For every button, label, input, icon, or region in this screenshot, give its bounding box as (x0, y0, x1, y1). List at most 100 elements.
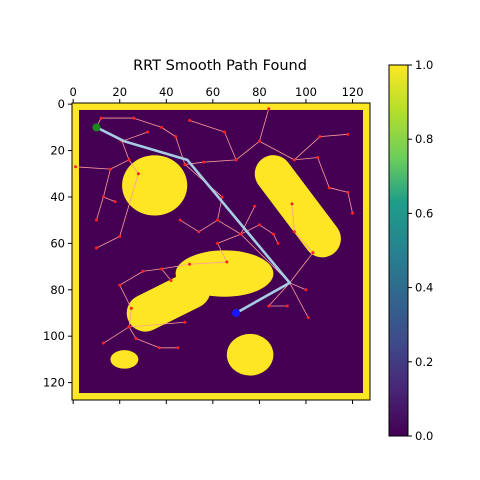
colorbar-tick-label-0.2: 0.2 (415, 355, 433, 369)
tree-edge-13 (189, 120, 225, 133)
tree-edge-54 (103, 169, 111, 198)
tree-node-8 (127, 158, 131, 162)
tree-node-37 (169, 279, 173, 283)
tree-node-52 (290, 202, 294, 206)
tree-edge-10 (184, 161, 204, 165)
tree-edge-33 (189, 261, 227, 265)
tree-edge-27 (217, 219, 241, 235)
y-tick-label-20: 20 (50, 144, 65, 158)
x-tick-label-100: 100 (295, 85, 317, 99)
colorbar-tick-label-1.0: 1.0 (415, 58, 433, 72)
x-axis: 0 20 40 60 80 100 120 (70, 85, 364, 404)
x-tick-label-40: 40 (159, 85, 174, 99)
y-axis: 0 20 40 60 80 100 120 (43, 97, 72, 390)
obstacles (110, 155, 341, 376)
tree-node-48 (304, 288, 308, 292)
x-tick-label-0: 0 (70, 85, 77, 99)
tree-node-58 (118, 234, 122, 238)
tree-node-54 (73, 165, 77, 169)
tree-node-45 (183, 320, 187, 324)
y-tick-label-40: 40 (50, 190, 65, 204)
start-goal-markers (92, 123, 241, 317)
border-bottom (72, 393, 370, 400)
tree-edge-28 (240, 224, 260, 235)
tree-edge-39 (128, 308, 132, 327)
tree-node-59 (113, 200, 117, 204)
tree-node-56 (94, 218, 98, 222)
tree-node-33 (225, 260, 229, 264)
tree-edge-40 (103, 326, 130, 344)
tree-node-27 (178, 218, 182, 222)
tree-node-18 (318, 135, 322, 139)
tree-edge-12 (224, 131, 237, 161)
tree-node-31 (239, 232, 243, 236)
tree-edge-44 (129, 321, 185, 328)
border-top (72, 103, 370, 110)
tree-edge-30 (240, 206, 256, 235)
tree-edge-17 (294, 136, 321, 161)
tree-edge-34 (161, 263, 190, 270)
tree-edge-32 (217, 243, 228, 263)
tree-node-2 (146, 130, 150, 134)
goal-marker (232, 308, 241, 317)
tree-edge-52 (273, 233, 279, 244)
tree-node-20 (346, 190, 350, 194)
tree-edge-57 (96, 236, 120, 249)
tree-node-53 (276, 241, 280, 245)
tree-node-14 (202, 160, 206, 164)
tree-node-30 (253, 204, 257, 208)
tree-node-28 (271, 232, 275, 236)
tree-node-57 (94, 246, 98, 250)
colorbar-ticks: 0.0 0.2 0.4 0.6 0.8 1.0 (408, 58, 433, 443)
map-plot (72, 103, 370, 400)
tree-node-41 (101, 341, 105, 345)
tree-edge-56 (103, 196, 116, 202)
tree-node-36 (141, 269, 145, 273)
tree-edge-20 (317, 157, 330, 188)
tree-node-26 (197, 230, 201, 234)
tree-edge-5 (161, 127, 176, 137)
map-border (72, 103, 370, 400)
tree-edge-29 (259, 224, 274, 235)
tree-node-16 (267, 107, 271, 111)
tree-edge-47 (289, 282, 307, 291)
tree-node-22 (316, 156, 320, 160)
tree-edge-15 (259, 108, 270, 142)
tree-node-13 (234, 158, 238, 162)
tree-edge-36 (161, 268, 172, 281)
tree-node-35 (160, 267, 164, 271)
tree-edge-49 (289, 252, 314, 284)
tree-edge-45 (268, 282, 290, 307)
tree-node-44 (176, 346, 180, 350)
tree-edge-7 (121, 141, 130, 160)
colorbar-tick-label-0.0: 0.0 (415, 429, 433, 443)
tree-node-39 (129, 306, 133, 310)
obstacle-0 (122, 155, 188, 216)
obstacle-4 (226, 333, 274, 376)
border-right (363, 103, 370, 400)
path-line (95, 126, 291, 315)
colorbar-tick-label-0.6: 0.6 (415, 206, 433, 220)
tree-edge-42 (135, 338, 160, 349)
tree-node-12 (222, 130, 226, 134)
chart-title: RRT Smooth Path Found (133, 58, 307, 74)
tree-node-17 (292, 158, 296, 162)
x-tick-label-20: 20 (112, 85, 127, 99)
tree-node-42 (134, 337, 138, 341)
tree-node-24 (220, 195, 224, 199)
tree-node-6 (174, 135, 178, 139)
tree-edge-4 (133, 117, 162, 128)
x-tick-label-120: 120 (342, 85, 364, 99)
colorbar-frame (388, 64, 409, 437)
tree-edge-53 (75, 166, 111, 170)
obstacle-5 (110, 350, 139, 369)
y-tick-label-120: 120 (43, 376, 65, 390)
tree-node-9 (108, 167, 112, 171)
tree-node-50 (311, 251, 315, 255)
tree-node-21 (351, 211, 355, 215)
tree-node-32 (216, 241, 220, 245)
tree-edge-41 (128, 326, 137, 339)
plot-frame (71, 102, 371, 401)
tree-edge-48 (289, 282, 309, 318)
